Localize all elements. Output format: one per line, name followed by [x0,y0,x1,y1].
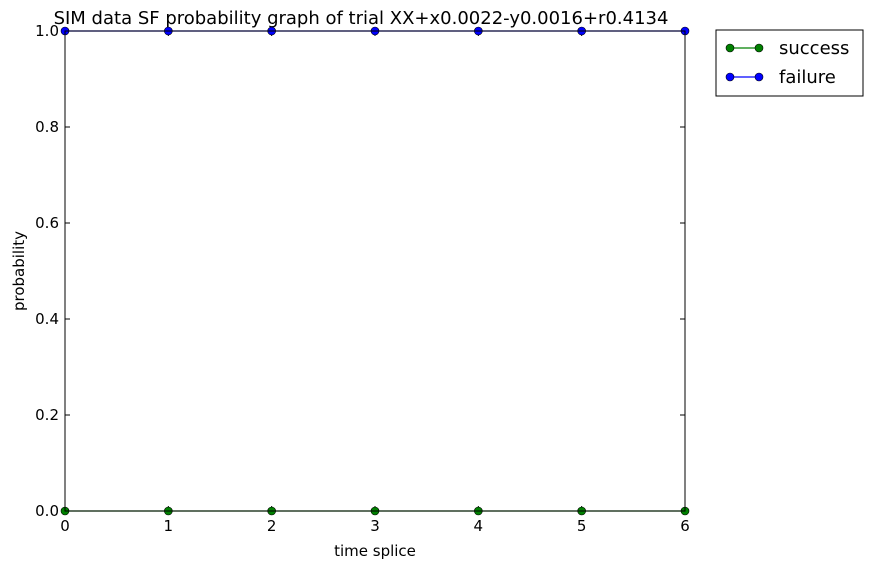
x-tick-label: 0 [60,517,70,535]
x-tick-label: 5 [577,517,587,535]
y-tick-label: 0.6 [35,214,59,232]
chart-title: SIM data SF probability graph of trial X… [54,8,669,29]
x-tick-label: 1 [164,517,174,535]
plot-frame [64,30,686,512]
tick-labels: 0 1 2 3 4 5 6 0.0 0.2 0.4 0.6 0.8 1.0 [35,22,690,535]
legend: success failure [715,29,864,97]
x-tick-label: 4 [474,517,484,535]
y-axis-label: probability [10,231,28,311]
legend-entry-success: success [725,38,849,59]
legend-box [715,29,864,97]
legend-label: success [779,38,849,59]
legend-entries: success failure [725,38,849,88]
legend-marker [725,43,735,53]
legend-marker [725,72,735,82]
series-layer [60,26,690,516]
y-tick-label: 1.0 [35,22,59,40]
x-tick-label: 3 [370,517,380,535]
legend-entry-failure: failure [725,67,836,88]
tick-marks [64,30,686,512]
legend-label: failure [779,67,836,88]
legend-marker [754,43,764,53]
legend-marker [754,72,764,82]
y-tick-label: 0.8 [35,118,59,136]
x-tick-label: 2 [267,517,277,535]
x-tick-label: 6 [680,517,690,535]
y-tick-label: 0.2 [35,406,59,424]
x-axis-label: time splice [334,542,416,560]
y-tick-label: 0.0 [35,502,59,520]
y-tick-label: 0.4 [35,310,59,328]
